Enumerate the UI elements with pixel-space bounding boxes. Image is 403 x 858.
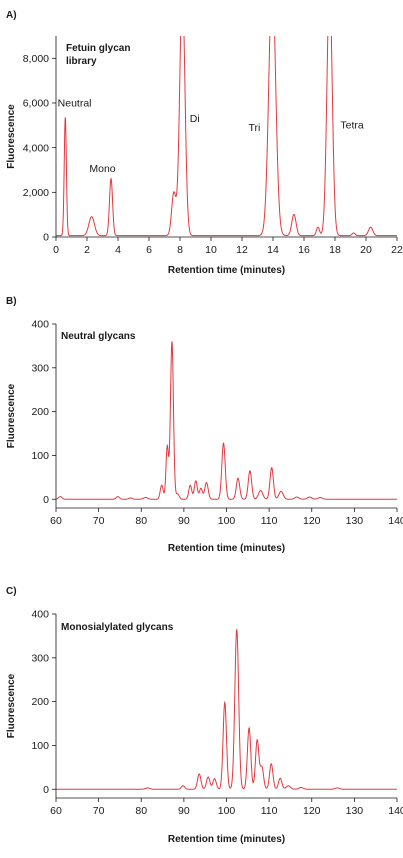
y-axis-title: Fluorescence (6, 673, 17, 738)
x-tick-label: 140 (388, 515, 403, 527)
panel-label: C) (6, 586, 17, 597)
x-tick-label: 110 (261, 805, 278, 817)
x-tick-label: 80 (135, 515, 147, 527)
y-tick-label: 0 (43, 494, 49, 506)
x-tick-label: 10 (205, 244, 217, 256)
chart-title: Monosialylated glycans (61, 622, 174, 633)
x-tick-label: 120 (303, 515, 321, 527)
x-tick-label: 20 (360, 244, 372, 256)
x-tick-label: 60 (50, 515, 62, 527)
x-tick-label: 6 (146, 244, 152, 256)
x-tick-label: 2 (84, 244, 90, 256)
x-tick-label: 22 (391, 244, 403, 256)
y-tick-label: 100 (31, 740, 49, 752)
chromatogram-trace (56, 341, 397, 500)
peak-annotation: Di (190, 113, 200, 125)
x-tick-label: 18 (329, 244, 341, 256)
chromatogram-trace (56, 629, 397, 790)
x-tick-label: 14 (267, 244, 279, 256)
x-axis-title: Retention time (minutes) (168, 834, 285, 845)
chart-title: Fetuin glycan (66, 43, 130, 54)
x-tick-label: 80 (135, 805, 147, 817)
x-axis-title: Retention time (minutes) (168, 543, 285, 554)
y-axis-title: Fluorescence (6, 383, 17, 448)
x-tick-label: 0 (53, 244, 59, 256)
x-tick-label: 70 (93, 805, 105, 817)
y-tick-label: 2,000 (23, 187, 49, 199)
y-tick-label: 400 (31, 609, 49, 621)
chart-panel-2: B) 60 70 80 90 100 110 120 130 140 0 100 200 300 400 Re… (6, 296, 403, 554)
y-tick-label: 300 (31, 652, 49, 664)
x-tick-label: 140 (388, 805, 403, 817)
chart-title: library (66, 56, 97, 67)
peak-annotation: Neutral (58, 97, 92, 109)
x-tick-label: 100 (218, 805, 236, 817)
y-tick-label: 8,000 (23, 53, 49, 65)
x-tick-label: 110 (261, 515, 278, 527)
x-tick-label: 130 (346, 515, 364, 527)
x-tick-label: 130 (346, 805, 364, 817)
x-tick-label: 12 (236, 244, 248, 256)
y-tick-label: 300 (31, 362, 49, 374)
chromatogram-trace (56, 36, 397, 237)
y-tick-label: 200 (31, 696, 49, 708)
panel-label: A) (6, 10, 17, 21)
y-tick-label: 200 (31, 406, 49, 418)
x-tick-label: 70 (93, 515, 105, 527)
x-tick-label: 8 (177, 244, 183, 256)
peak-annotation: Tetra (340, 120, 364, 132)
x-tick-label: 100 (218, 515, 236, 527)
x-tick-label: 4 (115, 244, 121, 256)
y-tick-label: 4,000 (23, 142, 49, 154)
y-tick-label: 6,000 (23, 98, 49, 110)
x-tick-label: 120 (303, 805, 321, 817)
y-tick-label: 0 (43, 784, 49, 796)
chart-title: Neutral glycans (61, 331, 136, 342)
panel-label: B) (6, 296, 17, 307)
x-tick-label: 16 (298, 244, 310, 256)
chart-panel-3: C) 60 70 80 90 100 110 120 130 140 0 100 200 300 400 Re… (6, 586, 403, 845)
x-tick-label: 90 (178, 515, 190, 527)
x-tick-label: 90 (178, 805, 190, 817)
peak-annotation: Mono (89, 163, 115, 175)
peak-annotation: Tri (248, 122, 260, 134)
y-tick-label: 0 (43, 232, 49, 244)
y-axis-title: Fluorescence (6, 104, 17, 169)
y-tick-label: 100 (31, 450, 49, 462)
chart-panel-1: A) 0 2 4 6 8 10 12 14 16 18 20 22 0 2,000 4,000 6,000 8,0… (6, 10, 403, 276)
x-axis-title: Retention time (minutes) (168, 265, 285, 276)
x-tick-label: 60 (50, 805, 62, 817)
y-tick-label: 400 (31, 319, 49, 331)
